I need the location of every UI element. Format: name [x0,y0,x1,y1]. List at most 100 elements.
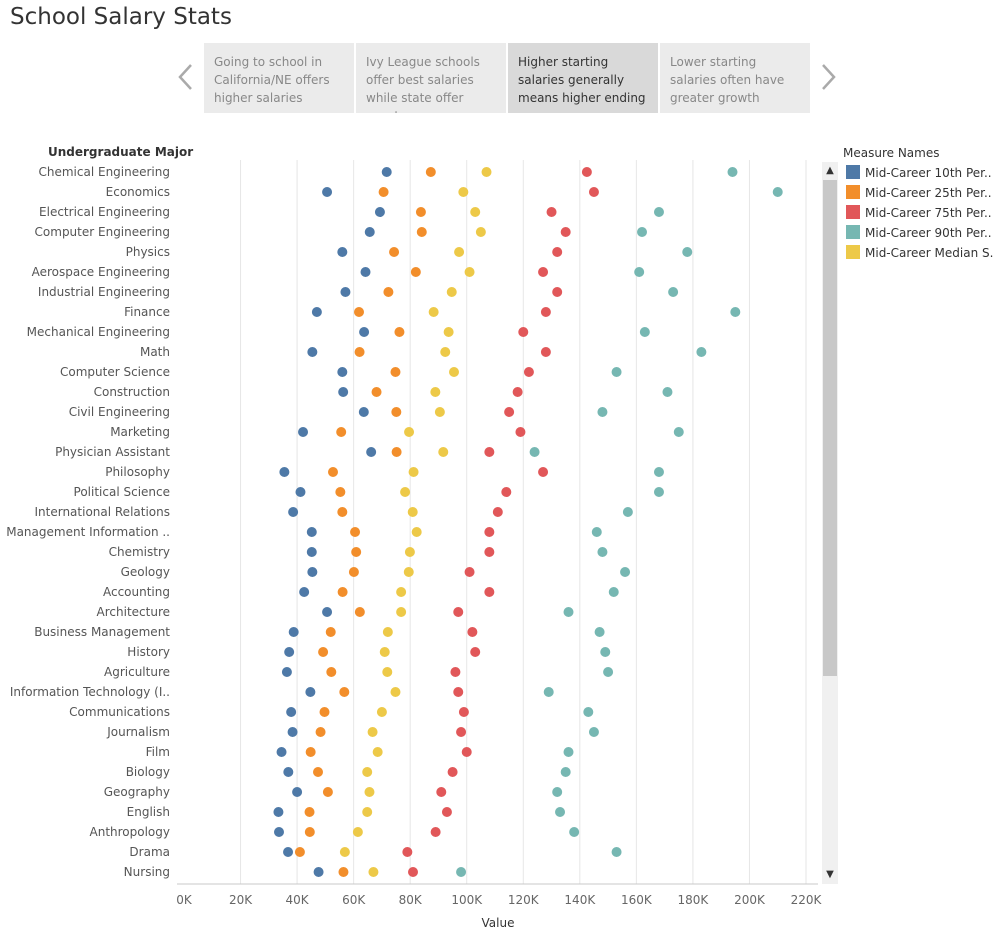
data-point[interactable] [306,547,317,557]
data-point[interactable] [552,287,563,297]
data-point[interactable] [402,847,413,857]
data-point[interactable] [727,167,738,177]
data-point[interactable] [484,547,495,557]
data-point[interactable] [360,267,371,277]
data-point[interactable] [304,807,315,817]
data-point[interactable] [620,567,631,577]
data-point[interactable] [359,327,370,337]
data-point[interactable] [284,647,295,657]
data-point[interactable] [440,347,451,357]
data-point[interactable] [637,227,648,237]
scroll-down-icon[interactable]: ▼ [826,869,834,880]
data-point[interactable] [415,207,426,217]
data-point[interactable] [492,507,503,517]
data-point[interactable] [540,347,551,357]
data-point[interactable] [337,247,348,257]
data-point[interactable] [338,387,349,397]
data-point[interactable] [464,267,475,277]
data-point[interactable] [307,567,318,577]
scroll-thumb[interactable] [823,180,837,676]
data-point[interactable] [481,167,492,177]
data-point[interactable] [351,547,362,557]
data-point[interactable] [358,407,369,417]
data-point[interactable] [339,847,350,857]
legend-item[interactable]: Mid-Career 10th Per.. [846,165,993,181]
data-point[interactable] [390,687,401,697]
data-point[interactable] [416,227,427,237]
data-point[interactable] [730,307,741,317]
data-point[interactable] [450,667,461,677]
data-point[interactable] [523,367,534,377]
data-point[interactable] [484,587,495,597]
data-point[interactable] [600,647,611,657]
data-point[interactable] [382,667,393,677]
data-point[interactable] [340,287,351,297]
data-point[interactable] [283,767,294,777]
data-point[interactable] [673,427,684,437]
data-point[interactable] [772,187,783,197]
data-point[interactable] [447,767,458,777]
data-point[interactable] [318,647,329,657]
data-point[interactable] [372,747,383,757]
data-point[interactable] [352,827,363,837]
data-point[interactable] [378,187,389,197]
data-point[interactable] [315,727,326,737]
data-point[interactable] [366,447,377,457]
legend-item[interactable]: Mid-Career 75th Per.. [846,205,993,221]
data-point[interactable] [322,787,333,797]
story-point-3[interactable]: Higher starting salaries generally means… [508,43,658,113]
data-point[interactable] [371,387,382,397]
data-point[interactable] [639,327,650,337]
data-point[interactable] [591,527,602,537]
chevron-left-icon[interactable] [175,59,197,102]
data-point[interactable] [552,247,563,257]
data-point[interactable] [611,847,622,857]
data-point[interactable] [408,867,419,877]
legend-item[interactable]: Mid-Career Median S.. [846,245,993,261]
story-point-4[interactable]: Lower starting salaries often have great… [660,43,810,113]
data-point[interactable] [313,867,324,877]
data-point[interactable] [464,567,475,577]
data-point[interactable] [653,467,664,477]
data-point[interactable] [662,387,673,397]
data-point[interactable] [379,647,390,657]
data-point[interactable] [467,627,478,637]
data-point[interactable] [696,347,707,357]
data-point[interactable] [515,427,526,437]
data-point[interactable] [456,867,467,877]
data-point[interactable] [305,687,316,697]
data-point[interactable] [279,467,290,477]
data-point[interactable] [338,867,349,877]
data-point[interactable] [337,587,348,597]
data-point[interactable] [546,207,557,217]
data-point[interactable] [276,747,287,757]
data-point[interactable] [391,407,402,417]
data-point[interactable] [438,447,449,457]
chevron-right-icon[interactable] [817,59,839,102]
data-point[interactable] [458,187,469,197]
data-point[interactable] [390,367,401,377]
data-point[interactable] [441,807,452,817]
data-point[interactable] [404,547,415,557]
data-point[interactable] [501,487,512,497]
data-point[interactable] [281,667,292,677]
data-point[interactable] [391,447,402,457]
data-point[interactable] [653,207,664,217]
data-point[interactable] [336,427,347,437]
data-point[interactable] [443,327,454,337]
data-point[interactable] [313,767,324,777]
data-point[interactable] [404,427,415,437]
data-point[interactable] [304,827,315,837]
story-point-2[interactable]: Ivy League schools offer best salaries w… [356,43,506,113]
data-point[interactable] [350,527,361,537]
data-point[interactable] [538,267,549,277]
data-point[interactable] [453,687,464,697]
data-point[interactable] [403,567,414,577]
data-point[interactable] [504,407,515,417]
data-point[interactable] [374,207,385,217]
data-point[interactable] [326,667,337,677]
data-point[interactable] [603,667,614,677]
data-point[interactable] [368,867,379,877]
data-point[interactable] [294,847,305,857]
data-point[interactable] [453,607,464,617]
